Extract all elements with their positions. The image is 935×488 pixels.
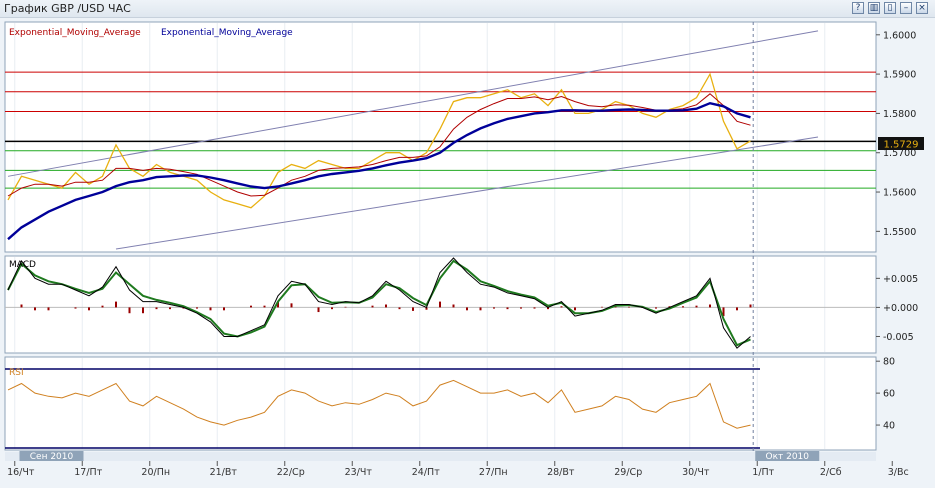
legend-ema-fast: Exponential_Moving_Average [9,28,141,38]
time-label: 23/Чт [345,467,373,478]
time-label: 29/Ср [614,467,642,478]
close-button[interactable]: × [916,2,928,14]
macd-tick-label: -0.005 [883,332,914,343]
period-label: Сен 2010 [30,452,74,462]
rsi-series-line [7,379,751,429]
time-label: 2/Сб [820,467,842,478]
tile-button[interactable]: ▥ [868,2,880,14]
macd-tick-label: +0.005 [883,274,918,285]
time-label: 22/Ср [277,467,305,478]
macd-histogram [20,301,752,317]
time-label: 24/Пт [412,467,440,478]
macd-axis: +0.005 +0.000 -0.005 [876,274,918,343]
rsi-title: RSI [9,368,24,378]
signal-series-line [7,259,751,347]
time-label: 3/Вс [888,467,909,478]
time-axis: 16/Чт 17/Пт 20/Пн 21/Вт 22/Ср 23/Чт 24/Пт 27/Пн… [7,461,909,478]
time-label: 30/Чт [682,467,710,478]
last-price-label: 1.5729 [884,140,919,151]
ema-fast-series-line [7,93,751,197]
price-tick-label: 1.6000 [883,30,916,41]
minimize-button[interactable]: – [900,2,912,14]
rsi-tick-label: 60 [883,389,895,400]
last-price-badge [878,137,924,150]
price-panel[interactable] [4,21,877,253]
price-tick-label: 1.5600 [883,188,916,199]
rsi-tick-label: 80 [883,357,895,368]
channel-line-0 [7,30,819,177]
period-strip [5,452,876,461]
price-tick-label: 1.5500 [883,227,916,238]
price-axis: 1.6000 1.5900 1.5800 1.5700 1.5600 1.5500 [876,30,916,238]
time-label: 27/Пн [479,467,508,478]
price-tick-label: 1.5700 [883,148,916,159]
period-labels: Сен 2010 Окт 2010 [19,451,820,462]
help-button[interactable]: ? [852,2,864,14]
time-label: 21/Вт [210,467,238,478]
period-badge [755,451,820,461]
ema-slow-series-line [7,101,751,241]
legend-ema-slow: Exponential_Moving_Average [161,28,293,38]
rsi-axis: 80 60 40 [876,357,895,432]
window-title: График GBP /USD ЧАС [4,2,131,15]
macd-tick-label: +0.000 [883,303,918,314]
channel-line-1 [115,136,819,250]
price-tick-label: 1.5900 [883,70,916,81]
title-bar: График GBP /USD ЧАС ? ▥ ▯ – × [0,0,935,18]
trend-channel [7,30,819,250]
time-label: 1/Пт [752,467,774,478]
period-label: Окт 2010 [765,452,809,462]
time-label: 28/Вт [547,467,575,478]
macd-title: MACD [9,260,36,270]
cascade-button[interactable]: ▯ [884,2,896,14]
time-label: 17/Пт [74,467,102,478]
vertical-gridlines [14,23,826,449]
time-label: 20/Пн [141,467,170,478]
period-badge [19,451,84,461]
rsi-tick-label: 40 [883,421,895,432]
macd-series-line [7,257,751,349]
time-label: 16/Чт [7,467,35,478]
price-tick-label: 1.5800 [883,109,916,120]
